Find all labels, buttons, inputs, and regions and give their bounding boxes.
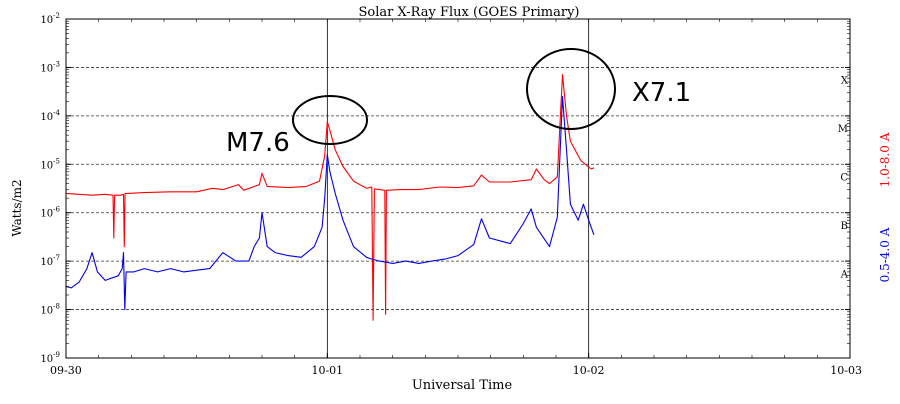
x-tick-label: 10-03 bbox=[830, 364, 862, 377]
x-tick-label: 10-01 bbox=[311, 364, 343, 377]
y-tick-label: 10-3 bbox=[40, 60, 60, 74]
y-axis-label: Watts/m2 bbox=[10, 179, 24, 236]
day-markers-layer bbox=[326, 19, 590, 358]
series-layer bbox=[65, 74, 595, 321]
flare-class-A: A bbox=[840, 269, 849, 280]
y-tick-label: 10-7 bbox=[40, 254, 60, 268]
plot-area bbox=[66, 19, 850, 358]
annotation-label-X7.1: X7.1 bbox=[632, 78, 691, 108]
axes-layer bbox=[65, 18, 851, 359]
annotations-layer: M7.6 X7.1 bbox=[226, 48, 691, 158]
annotation-ellipse-M7.6 bbox=[292, 95, 368, 145]
chart-title: Solar X-Ray Flux (GOES Primary) bbox=[359, 5, 580, 20]
y-tick-label: 10-5 bbox=[40, 157, 60, 171]
y-tick-label: 10-9 bbox=[40, 351, 60, 365]
flare-class-B: B bbox=[841, 221, 848, 232]
x-tick-label: 10-02 bbox=[573, 364, 605, 377]
flare-class-M: M bbox=[838, 124, 848, 135]
x-axis-label: Universal Time bbox=[412, 378, 513, 393]
y-tick-label: 10-4 bbox=[40, 109, 60, 123]
annotation-ellipse-X7.1 bbox=[526, 48, 616, 130]
y-tick-label: 10-2 bbox=[40, 12, 60, 26]
plot-background bbox=[66, 19, 850, 358]
series-line-short-channel bbox=[65, 96, 595, 311]
legend-short-channel: 0.5-4.0 A bbox=[878, 227, 892, 282]
y-tick-label: 10-6 bbox=[40, 206, 60, 220]
series-line-long-channel bbox=[65, 74, 595, 321]
x-tick-label: 09-30 bbox=[50, 364, 82, 377]
legend-long-channel: 1.0-8.0 A bbox=[878, 132, 892, 187]
grid-layer bbox=[66, 67, 850, 310]
flare-class-X: X bbox=[841, 76, 849, 87]
y-tick-label: 10-8 bbox=[40, 303, 60, 317]
annotation-label-M7.6: M7.6 bbox=[226, 128, 290, 158]
flare-class-C: C bbox=[840, 172, 848, 183]
